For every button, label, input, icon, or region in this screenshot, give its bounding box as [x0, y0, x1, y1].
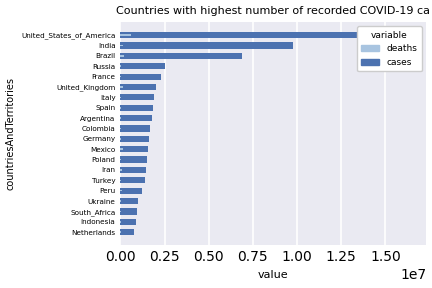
Bar: [121, 187, 142, 194]
Y-axis label: countriesAndTerritories: countriesAndTerritories: [6, 77, 16, 190]
X-axis label: value: value: [258, 270, 289, 280]
Bar: [121, 73, 161, 80]
Bar: [121, 219, 136, 225]
Bar: [121, 156, 147, 163]
Bar: [121, 229, 134, 235]
Bar: [121, 208, 137, 215]
Bar: [121, 86, 123, 88]
Bar: [121, 177, 145, 183]
Bar: [121, 198, 138, 204]
Bar: [121, 32, 412, 38]
Legend: deaths, cases: deaths, cases: [357, 26, 422, 71]
Bar: [121, 45, 123, 46]
Bar: [121, 34, 130, 36]
Bar: [121, 94, 154, 101]
Title: Countries with highest number of recorded COVID-19 ca: Countries with highest number of recorde…: [116, 5, 430, 16]
Bar: [121, 42, 293, 49]
Bar: [121, 169, 122, 171]
Bar: [121, 55, 124, 57]
Bar: [121, 53, 242, 59]
Bar: [121, 84, 156, 90]
Bar: [121, 146, 148, 152]
Bar: [121, 190, 122, 192]
Bar: [121, 105, 153, 111]
Bar: [121, 125, 150, 132]
Bar: [121, 115, 152, 121]
Bar: [121, 148, 123, 150]
Bar: [121, 63, 165, 69]
Bar: [121, 136, 149, 142]
Bar: [121, 167, 146, 173]
